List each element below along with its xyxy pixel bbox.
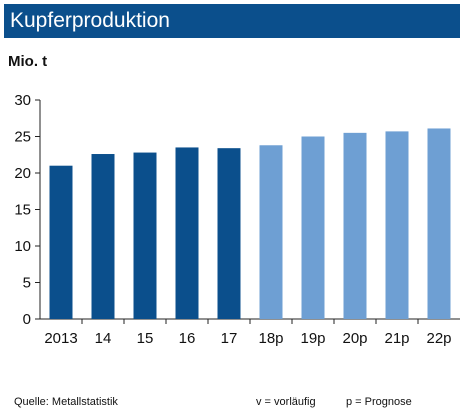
source-note: Quelle: Metallstatistik — [14, 396, 118, 408]
bar-18p — [259, 145, 283, 319]
preliminary-note: v = vorläufig — [256, 396, 316, 408]
y-tick-label: 20 — [14, 165, 31, 182]
x-tick-label: 17 — [221, 330, 238, 347]
y-tick-label: 15 — [14, 202, 31, 219]
bar-17 — [217, 148, 241, 319]
bar-19p — [301, 136, 325, 319]
bar-21p — [385, 131, 409, 319]
bar-15 — [133, 152, 157, 319]
chart-title: Kupferproduktion — [4, 4, 460, 38]
bar-22p — [427, 128, 451, 319]
forecast-note: p = Prognose — [346, 396, 412, 408]
bar-16 — [175, 147, 199, 319]
x-tick-label: 19p — [300, 330, 325, 347]
y-tick-label: 25 — [14, 129, 31, 146]
bar-2013 — [49, 165, 73, 319]
bar-20p — [343, 132, 367, 319]
x-tick-label: 14 — [95, 330, 112, 347]
bar-14 — [91, 154, 115, 319]
y-tick-label: 5 — [23, 275, 31, 292]
y-tick-label: 30 — [14, 92, 31, 109]
x-tick-label: 22p — [426, 330, 451, 347]
x-tick-label: 18p — [258, 330, 283, 347]
y-tick-label: 10 — [14, 238, 31, 255]
x-tick-label: 16 — [179, 330, 196, 347]
x-tick-label: 20p — [342, 330, 367, 347]
x-tick-label: 2013 — [44, 330, 77, 347]
y-axis-unit: Mio. t — [8, 53, 48, 70]
y-tick-label: 0 — [23, 311, 31, 328]
x-tick-label: 15 — [137, 330, 154, 347]
x-tick-label: 21p — [384, 330, 409, 347]
